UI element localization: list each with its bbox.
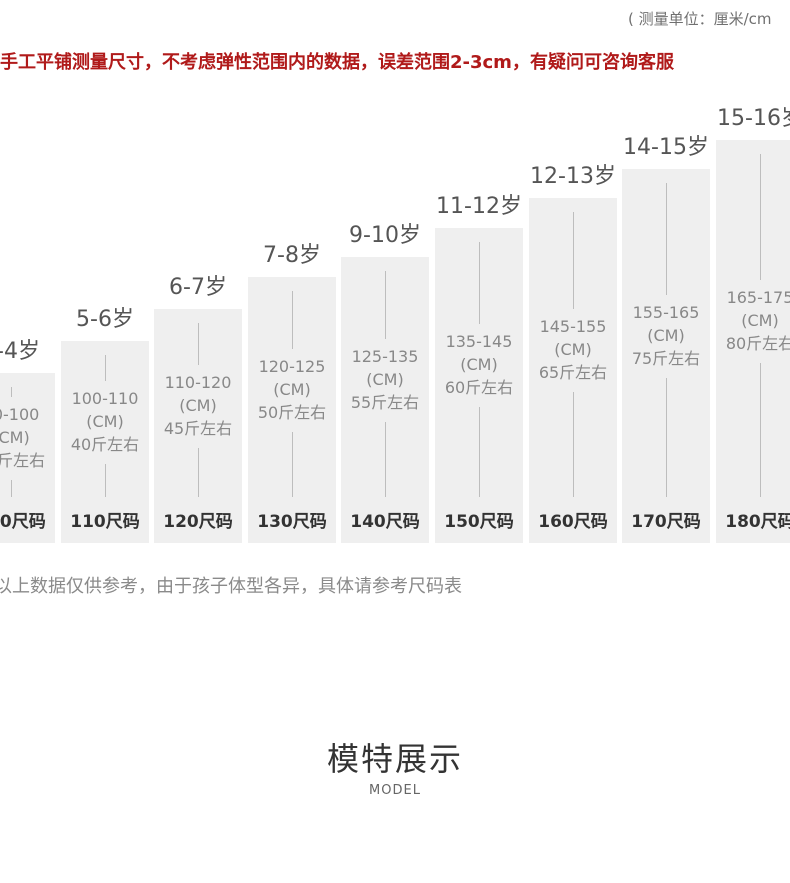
bar-info: 100-110 (CM) 40斤左右 xyxy=(41,387,169,456)
size-label: 120尺码 xyxy=(163,512,233,532)
height-unit: (CM) xyxy=(86,412,124,431)
size-bar xyxy=(0,373,55,543)
bar-line-bottom xyxy=(198,448,199,497)
bar-line-bottom xyxy=(292,432,293,497)
bar-line-top xyxy=(198,323,199,365)
height-unit: (CM) xyxy=(741,311,779,330)
age-label: 5-6岁 xyxy=(76,307,134,332)
weight-label: 50斤左右 xyxy=(257,403,327,422)
size-column: 6-7岁 110-120 (CM) 45斤左右 120尺码 xyxy=(154,277,242,543)
height-range: 165-175 xyxy=(726,288,790,307)
bar-info: 145-155 (CM) 65斤左右 xyxy=(509,315,637,384)
bar-line-bottom xyxy=(760,363,761,497)
size-column: 9-10岁 125-135 (CM) 55斤左右 140尺码 xyxy=(341,225,429,543)
bar-info: 120-125 (CM) 50斤左右 xyxy=(228,355,356,424)
height-range: 110-120 xyxy=(164,373,232,392)
height-unit: (CM) xyxy=(460,355,498,374)
bar-line-top xyxy=(666,183,667,295)
age-label: 6-7岁 xyxy=(169,275,227,300)
model-section-title: 模特展示 xyxy=(326,740,463,778)
bar-line-top xyxy=(385,271,386,339)
unit-note: ( 测量单位：厘米/cm xyxy=(628,10,772,28)
size-label: 170尺码 xyxy=(631,512,701,532)
age-label: 12-13岁 xyxy=(530,164,616,189)
height-range: 155-165 xyxy=(632,303,700,322)
height-range: 135-145 xyxy=(445,332,513,351)
size-chart: 3-4岁 90-100 (CM) 35斤左右 100尺码 5-6岁 100-11… xyxy=(0,108,790,543)
height-unit: (CM) xyxy=(179,396,217,415)
height-range: 145-155 xyxy=(539,317,607,336)
bar-info: 155-165 (CM) 75斤左右 xyxy=(602,301,730,370)
size-column: 11-12岁 135-145 (CM) 60斤左右 150尺码 xyxy=(435,196,523,543)
height-range: 100-110 xyxy=(71,389,139,408)
bar-line-top xyxy=(11,387,12,397)
weight-label: 35斤左右 xyxy=(0,451,46,470)
size-column: 7-8岁 120-125 (CM) 50斤左右 130尺码 xyxy=(248,245,336,543)
height-range: 120-125 xyxy=(258,357,326,376)
bar-line-bottom xyxy=(105,464,106,497)
size-label: 160尺码 xyxy=(538,512,608,532)
weight-label: 75斤左右 xyxy=(631,349,701,368)
size-column: 5-6岁 100-110 (CM) 40斤左右 110尺码 xyxy=(61,309,149,543)
bar-info: 90-100 (CM) 35斤左右 xyxy=(0,403,75,472)
age-label: 15-16岁 xyxy=(717,106,790,131)
bar-line-top xyxy=(760,154,761,280)
weight-label: 80斤左右 xyxy=(725,334,790,353)
size-label: 180尺码 xyxy=(725,512,790,532)
height-range: 125-135 xyxy=(351,347,419,366)
bar-line-bottom xyxy=(11,480,12,497)
age-label: 7-8岁 xyxy=(263,243,321,268)
bar-line-top xyxy=(292,291,293,349)
bar-line-top xyxy=(479,242,480,324)
size-column: 14-15岁 155-165 (CM) 75斤左右 170尺码 xyxy=(622,137,710,543)
height-unit: (CM) xyxy=(366,370,404,389)
height-range: 90-100 xyxy=(0,405,40,424)
size-column: 12-13岁 145-155 (CM) 65斤左右 160尺码 xyxy=(529,166,617,543)
bar-line-bottom xyxy=(385,422,386,497)
bar-info: 110-120 (CM) 45斤左右 xyxy=(134,371,262,440)
age-label: 14-15岁 xyxy=(623,135,709,160)
size-label: 100尺码 xyxy=(0,512,46,532)
bar-line-bottom xyxy=(666,378,667,497)
bar-info: 135-145 (CM) 60斤左右 xyxy=(415,330,543,399)
size-label: 140尺码 xyxy=(350,512,420,532)
weight-label: 55斤左右 xyxy=(350,393,420,412)
age-label: 9-10岁 xyxy=(349,223,421,248)
size-column: 3-4岁 90-100 (CM) 35斤左右 100尺码 xyxy=(0,341,55,543)
age-label: 3-4岁 xyxy=(0,339,40,364)
height-unit: (CM) xyxy=(647,326,685,345)
bar-info: 165-175 (CM) 80斤左右 xyxy=(696,286,790,355)
measurement-warning: 手工平铺测量尺寸，不考虑弹性范围内的数据，误差范围2-3cm，有疑问可咨询客服 xyxy=(0,52,674,73)
bar-line-top xyxy=(573,212,574,309)
model-section-subtitle: MODEL xyxy=(369,783,421,798)
weight-label: 65斤左右 xyxy=(538,363,608,382)
bar-line-bottom xyxy=(573,392,574,497)
size-bar xyxy=(716,140,790,543)
bar-line-bottom xyxy=(479,407,480,497)
weight-label: 45斤左右 xyxy=(163,419,233,438)
size-label: 110尺码 xyxy=(70,512,140,532)
bar-info: 125-135 (CM) 55斤左右 xyxy=(321,345,449,414)
height-unit: (CM) xyxy=(0,428,30,447)
bar-line-top xyxy=(105,355,106,381)
size-label: 130尺码 xyxy=(257,512,327,532)
footnote: 以上数据仅供参考，由于孩子体型各异，具体请参考尺码表 xyxy=(0,576,462,597)
height-unit: (CM) xyxy=(554,340,592,359)
weight-label: 60斤左右 xyxy=(444,378,514,397)
height-unit: (CM) xyxy=(273,380,311,399)
weight-label: 40斤左右 xyxy=(70,435,140,454)
age-label: 11-12岁 xyxy=(436,194,522,219)
size-label: 150尺码 xyxy=(444,512,514,532)
size-column: 15-16岁 165-175 (CM) 80斤左右 180尺码 xyxy=(716,108,790,543)
